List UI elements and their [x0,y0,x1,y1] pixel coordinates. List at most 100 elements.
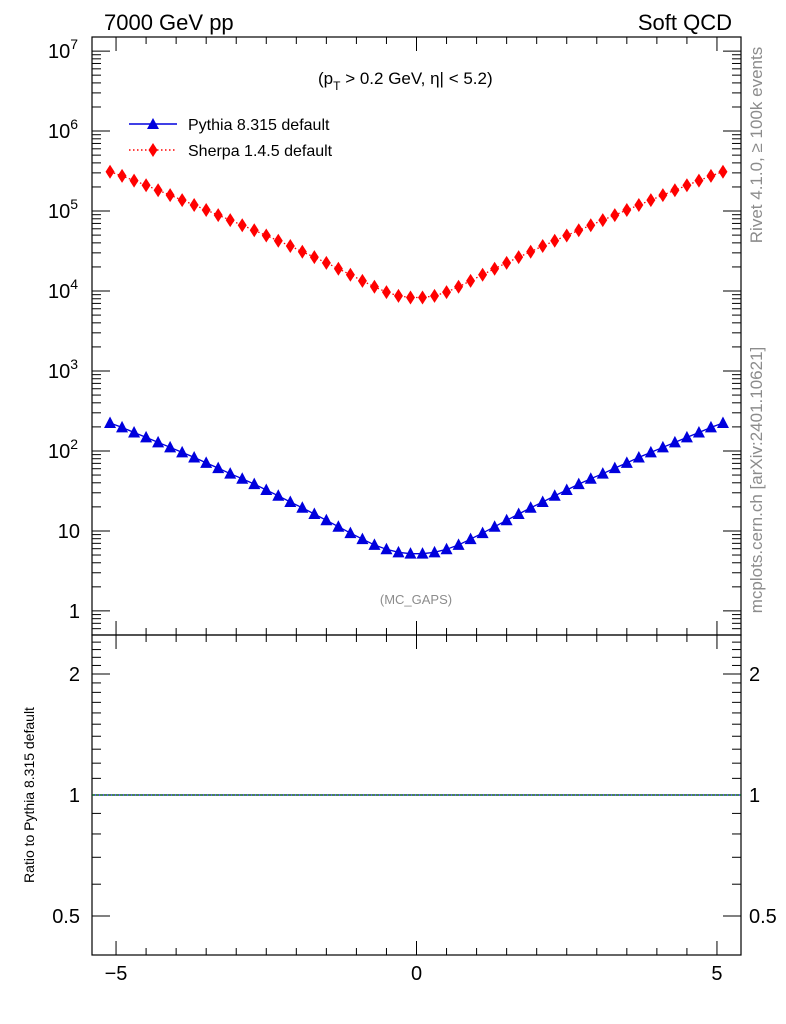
energy-label: 7000 GeV pp [104,10,234,35]
sherpa-point [141,178,151,193]
sherpa-point [454,279,464,294]
sherpa-point [598,213,608,228]
pythia-point [212,461,225,474]
sherpa-point [634,197,644,212]
pythia-point [536,495,549,508]
sherpa-point [309,250,319,265]
y-tick-label: 106 [48,116,78,143]
sherpa-point [562,228,572,243]
sherpa-point [129,173,139,188]
pythia-point [116,420,129,433]
cut-label: (pT > 0.2 GeV, η| < 5.2) [318,69,493,93]
mcplots-label: mcplots.cern.ch [arXiv:2401.10621] [747,347,766,613]
sherpa-point [393,288,403,303]
y-tick-label-exponent: 5 [70,196,78,212]
pythia-point [260,483,273,496]
pythia-point [464,532,477,545]
y-tick-label: 107 [48,36,78,63]
ratio-y-tick-label-right: 0.5 [749,906,777,928]
pythia-point [620,456,633,468]
pythia-point [452,538,465,550]
pythia-point [128,426,141,438]
legend-sherpa-marker [148,143,158,157]
pythia-point [368,538,381,550]
pythia-point [572,477,585,490]
y-tick-label-exponent: 4 [70,276,78,292]
sherpa-line [109,171,724,299]
sherpa-point [189,197,199,212]
sherpa-point [418,290,428,305]
pythia-point [140,430,153,443]
sherpa-point [213,208,223,223]
sherpa-point [249,223,259,238]
sherpa-point [297,244,307,259]
sherpa-point [574,223,584,238]
sherpa-point [321,255,331,270]
sherpa-point [658,188,668,203]
pythia-point [236,472,249,484]
pythia-point [404,547,417,559]
pythia-point [476,526,489,539]
pythia-point [224,467,237,479]
pythia-point [596,467,609,479]
pythia-point [272,489,285,501]
y-tick-label: 105 [48,196,78,223]
sherpa-point [381,285,391,300]
y-tick-label-base: 10 [48,441,70,463]
ratio-y-tick-label-right: 2 [749,664,760,686]
sherpa-point [490,261,500,276]
pythia-point [656,440,669,453]
pythia-point [548,489,561,501]
pythia-point [344,526,357,539]
ratio-y-tick-label-left: 0.5 [52,906,80,928]
process-label: Soft QCD [638,10,732,35]
x-tick-label: −5 [105,963,128,985]
pythia-point [512,507,525,519]
sherpa-point [706,168,716,183]
y-tick-label-exponent: 2 [70,436,78,452]
pythia-point [500,513,513,526]
rivet-label: Rivet 4.1.0, ≥ 100k events [747,47,766,243]
sherpa-point [225,213,235,228]
sherpa-point [105,164,115,179]
pythia-point [716,416,729,428]
sherpa-point [670,183,680,198]
sherpa-point [237,218,247,233]
sherpa-point [502,255,512,270]
y-tick-label-base: 10 [48,281,70,303]
pythia-point [668,435,681,448]
sherpa-point [622,203,632,218]
ratio-axes: −5 0 5 0.5 0.5 1 1 2 2 [52,634,777,985]
pythia-point [164,440,177,453]
pythia-point [356,532,369,545]
sherpa-point [357,273,367,288]
pythia-point [692,426,705,438]
y-tick-label: 104 [48,276,78,303]
pythia-point [440,542,453,555]
legend-pythia-marker [147,118,159,129]
pythia-point [152,435,165,448]
cut-label-prefix: (p [318,69,333,88]
ratio-ylabel: Ratio to Pythia 8.315 default [21,707,37,883]
legend-pythia-label: Pythia 8.315 default [188,117,330,134]
legend: Pythia 8.315 default Sherpa 1.4.5 defaul… [129,117,333,160]
pythia-point [320,513,333,526]
sherpa-point [478,267,488,282]
y-tick-label: 102 [48,436,78,463]
y-tick-label-base: 10 [48,121,70,143]
sherpa-point [285,239,295,254]
y-tick-label-base: 10 [48,201,70,223]
pythia-point [416,547,429,559]
pythia-point [284,495,297,508]
x-tick-label: 5 [711,963,722,985]
sherpa-point [610,208,620,223]
sherpa-point [466,273,476,288]
pythia-point [176,445,189,458]
sherpa-point [333,261,343,276]
sherpa-point [718,164,728,179]
y-tick-label-base: 10 [48,361,70,383]
sherpa-point [153,183,163,198]
pythia-point [524,501,537,513]
pythia-point [392,545,405,558]
sherpa-point [369,279,379,294]
